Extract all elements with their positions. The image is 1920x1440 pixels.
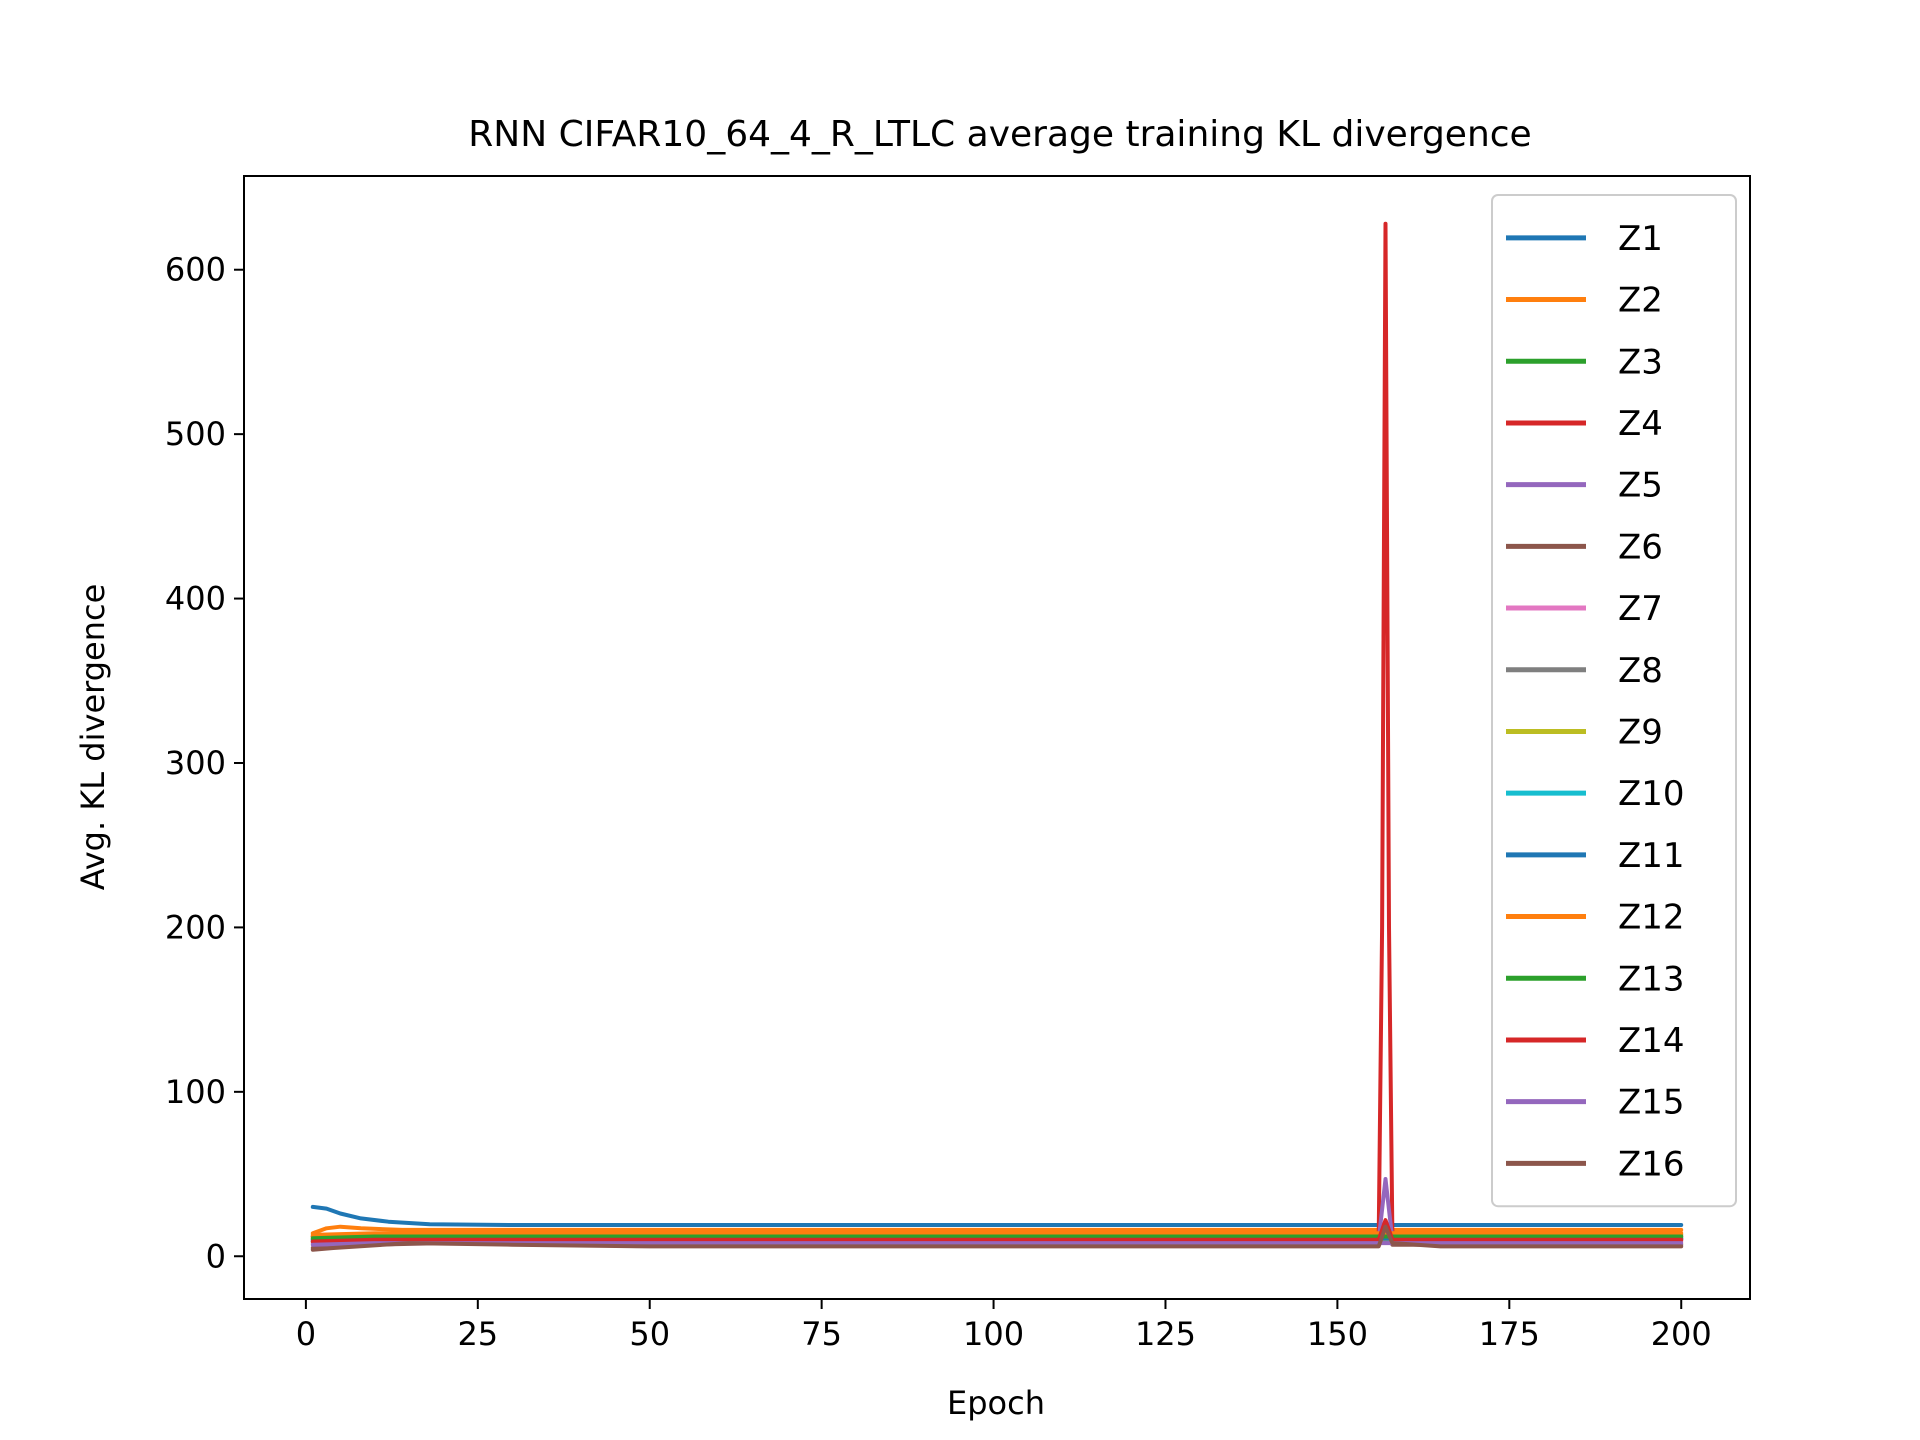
x-tick-label: 50 (629, 1315, 670, 1353)
plot-area (310, 221, 1684, 1252)
legend-box (1491, 194, 1737, 1208)
series-line-z12 (310, 1231, 1684, 1237)
series-line-z15 (310, 1241, 1684, 1247)
series-line-z13 (310, 1234, 1684, 1241)
legend-label-z10: Z10 (1618, 774, 1685, 814)
legend-label-z15: Z15 (1618, 1083, 1685, 1123)
legend-label-z1: Z1 (1618, 219, 1663, 259)
y-tick-label: 400 (165, 580, 226, 618)
series-line-z2 (310, 1224, 1684, 1236)
y-tick-label: 500 (165, 415, 226, 453)
x-tick-label: 125 (1135, 1315, 1196, 1353)
legend-label-z11: Z11 (1618, 836, 1685, 876)
x-tick-label: 75 (801, 1315, 842, 1353)
legend-label-z4: Z4 (1618, 404, 1663, 444)
legend-label-z6: Z6 (1618, 527, 1663, 567)
x-tick-label: 150 (1307, 1315, 1368, 1353)
y-tick-label: 0 (206, 1237, 226, 1275)
legend-label-z2: Z2 (1618, 281, 1663, 321)
x-tick-label: 175 (1479, 1315, 1540, 1353)
series-line-z16 (310, 1224, 1684, 1252)
legend-label-z9: Z9 (1618, 712, 1663, 752)
legend-label-z7: Z7 (1618, 589, 1663, 629)
x-tick-label: 200 (1651, 1315, 1712, 1353)
legend-label-z8: Z8 (1618, 651, 1663, 691)
legend-label-z5: Z5 (1618, 466, 1663, 506)
y-tick-label: 600 (165, 251, 226, 289)
chart-title: RNN CIFAR10_64_4_R_LTLC average training… (468, 114, 1531, 155)
legend-label-z14: Z14 (1618, 1021, 1685, 1061)
legend-label-z3: Z3 (1618, 342, 1663, 382)
x-tick-label: 100 (963, 1315, 1024, 1353)
y-tick-label: 300 (165, 744, 226, 782)
y-tick-label: 100 (165, 1073, 226, 1111)
x-tick-label: 0 (296, 1315, 316, 1353)
x-axis: 0 25 50 75 100 125 150 175 200 (296, 1299, 1712, 1353)
y-tick-label: 200 (165, 908, 226, 946)
legend-label-z16: Z16 (1618, 1144, 1685, 1184)
series-line-z14 (310, 1218, 1684, 1244)
series-line-z4 (310, 221, 1684, 1239)
x-axis-label: Epoch (947, 1384, 1045, 1422)
legend-label-z12: Z12 (1618, 898, 1685, 938)
legend: Z1 Z2 Z3 Z4 Z5 Z6 Z7 Z8 Z9 Z10 Z11 Z12 Z13 Z14 Z15 Z16 (1491, 194, 1737, 1208)
y-axis-label: Avg. KL divergence (74, 584, 112, 891)
series-line-z1 (310, 1204, 1684, 1227)
y-axis: 0 100 200 300 400 500 600 (165, 251, 244, 1275)
plot-frame (243, 175, 1751, 1300)
legend-label-z13: Z13 (1618, 959, 1685, 999)
x-tick-label: 25 (457, 1315, 498, 1353)
